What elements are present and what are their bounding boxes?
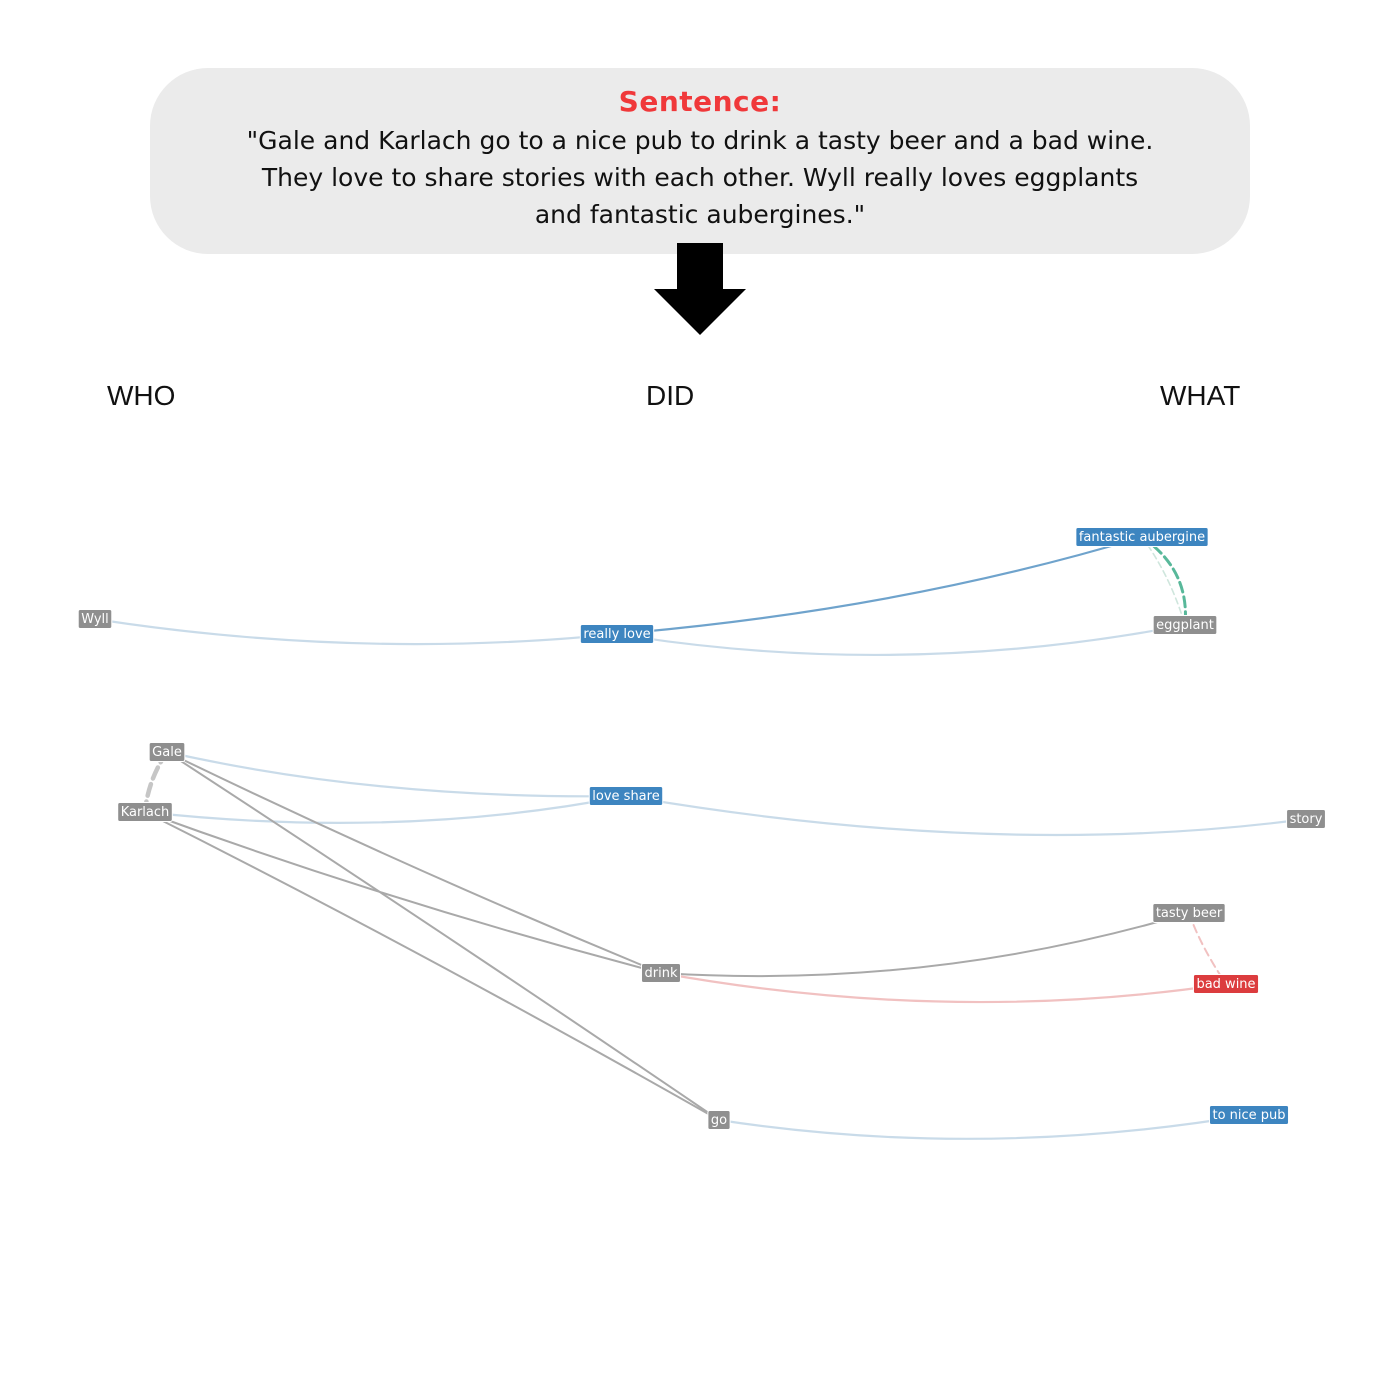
- node-box: [588, 786, 664, 806]
- node-bad-wine: bad wine: [1192, 974, 1260, 994]
- node-label: fantastic aubergine: [1079, 530, 1205, 545]
- node-box: [148, 742, 186, 762]
- node-to-nice-pub: to nice pub: [1208, 1105, 1290, 1125]
- sentence-text: "Gale and Karlach go to a nice pub to dr…: [246, 126, 1154, 229]
- sentence-label: Sentence:: [618, 85, 782, 118]
- edge-really-love-to-fantastic-aubergine: [615, 535, 1144, 636]
- edge-gale-to-go: [166, 751, 720, 1121]
- node-eggplant: eggplant: [1152, 615, 1218, 635]
- column-header-what: WHAT: [1160, 380, 1241, 411]
- edge-fantastic-aubergine-to-eggplant: [1141, 536, 1186, 626]
- node-really-love: really love: [579, 624, 655, 644]
- edge-gale-to-love-share: [165, 750, 628, 798]
- node-label: Karlach: [121, 805, 170, 820]
- node-label: Wyll: [81, 612, 109, 627]
- edge-go-to-to-nice-pub: [717, 1113, 1251, 1140]
- node-box: [1075, 527, 1209, 547]
- node-box: [1152, 615, 1218, 635]
- node-layer: Wyll Gale Karlach really love love share drin…: [77, 527, 1326, 1130]
- node-karlach: Karlach: [117, 802, 173, 822]
- node-box: [77, 609, 113, 629]
- node-go: go: [707, 1110, 731, 1130]
- column-header-did: DID: [646, 380, 695, 411]
- node-box: [1192, 974, 1260, 994]
- node-box: [1152, 903, 1226, 923]
- edge-karlach-to-go: [144, 811, 720, 1121]
- edge-layer: [93, 535, 1308, 1140]
- edge-drink-to-bad-wine: [659, 971, 1228, 1004]
- node-wyll: Wyll: [77, 609, 113, 629]
- node-label: love share: [592, 789, 659, 804]
- edge-really-love-to-eggplant: [615, 623, 1187, 657]
- node-box: [579, 624, 655, 644]
- edge-tasty-beer-to-bad-wine: [1188, 912, 1227, 985]
- node-label: tasty beer: [1156, 906, 1223, 921]
- node-label: story: [1290, 812, 1323, 827]
- node-love-share: love share: [588, 786, 664, 806]
- column-header-who: WHO: [107, 380, 176, 411]
- node-label: bad wine: [1196, 977, 1255, 992]
- node-box: [641, 963, 681, 983]
- node-tasty-beer: tasty beer: [1152, 903, 1226, 923]
- node-label: go: [711, 1113, 727, 1128]
- edge-karlach-to-drink: [144, 811, 662, 974]
- node-gale: Gale: [148, 742, 186, 762]
- node-box: [117, 802, 173, 822]
- edge-wyll-to-really-love: [93, 617, 619, 646]
- node-label: eggplant: [1156, 618, 1214, 633]
- node-story: story: [1286, 809, 1326, 829]
- edge-love-share-to-story: [624, 794, 1308, 837]
- node-box: [1208, 1105, 1290, 1125]
- edge-drink-to-tasty-beer: [660, 912, 1190, 978]
- node-fantastic-aubergine: fantastic aubergine: [1075, 527, 1209, 547]
- down-arrow-icon: [654, 243, 746, 335]
- node-box: [707, 1110, 731, 1130]
- node-drink: drink: [641, 963, 681, 983]
- edge-karlach-to-love-share: [143, 794, 628, 824]
- sentence-box: Sentence: "Gale and Karlach go to a nice…: [150, 68, 1250, 254]
- edge-fantastic-aubergine-to-eggplant: [1140, 535, 1187, 627]
- node-label: to nice pub: [1212, 1108, 1285, 1123]
- node-box: [1286, 809, 1326, 829]
- node-label: drink: [645, 966, 678, 981]
- edge-gale-to-drink: [166, 751, 662, 974]
- node-label: really love: [583, 627, 650, 642]
- node-label: Gale: [152, 745, 182, 760]
